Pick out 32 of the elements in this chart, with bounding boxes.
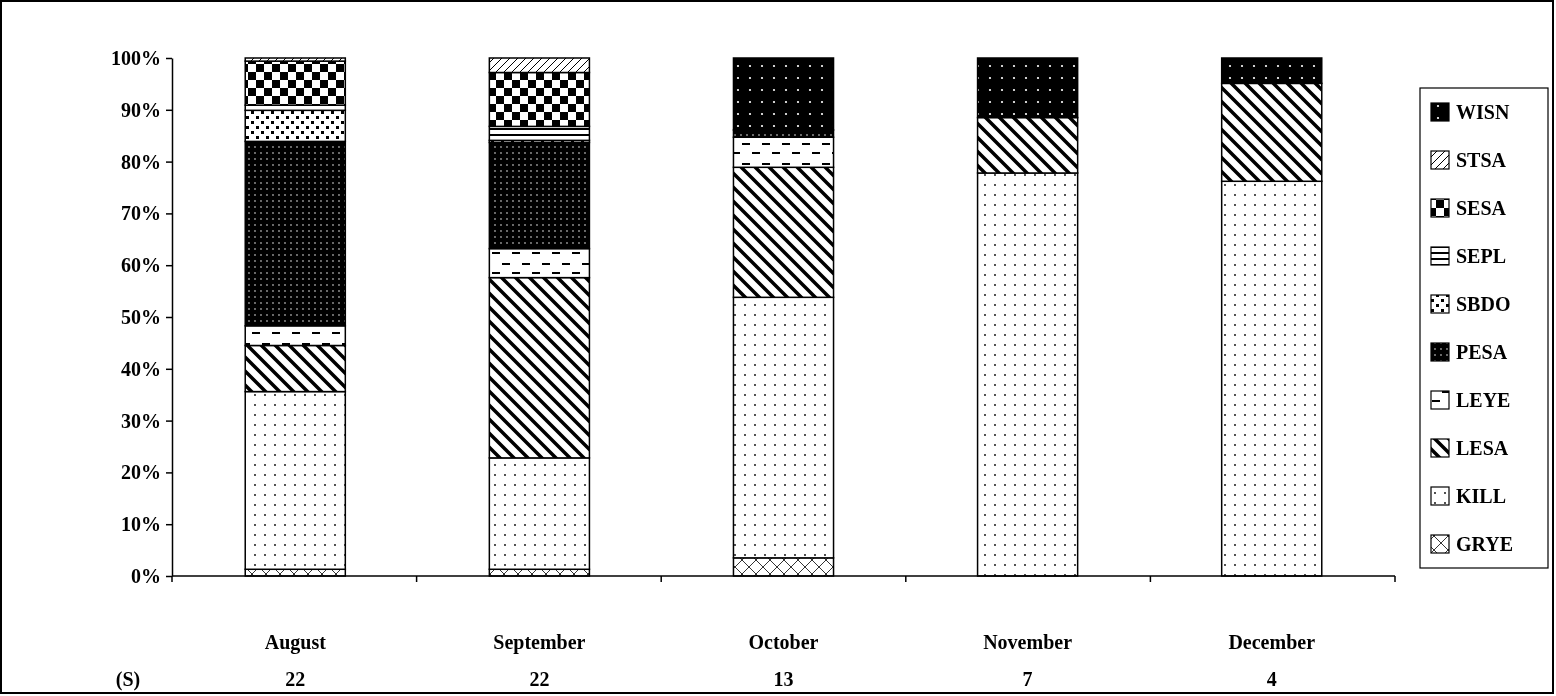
y-tick-label: 40% [121, 357, 161, 380]
legend-label: SESA [1456, 197, 1507, 219]
y-tick-label: 70% [121, 202, 161, 225]
text: 7 [1022, 668, 1033, 690]
y-tick-label: 50% [121, 305, 161, 328]
y-tick-label: 0% [131, 564, 161, 587]
x-tick-label: November [983, 631, 1073, 653]
x-tick-label: August [264, 631, 327, 654]
legend-label: GRYE [1456, 533, 1514, 555]
text: 22 [285, 668, 306, 690]
legend-label: SEPL [1456, 245, 1507, 267]
text: (S) [115, 668, 141, 691]
y-tick-label: 10% [121, 513, 161, 536]
legend-label: SBDO [1456, 293, 1511, 315]
y-tick-label: 100% [111, 46, 161, 69]
text: 13 [773, 668, 794, 690]
y-tick-label: 30% [121, 409, 161, 432]
legend-label: STSA [1456, 149, 1507, 171]
text: 22 [529, 668, 550, 690]
legend-label: LEYE [1456, 389, 1511, 411]
y-tick-label: 20% [121, 461, 161, 484]
legend-label: PESA [1456, 341, 1508, 363]
x-tick-label: September [493, 631, 586, 654]
y-tick-label: 90% [121, 98, 161, 121]
legend-label: KILL [1456, 485, 1507, 507]
x-tick-label: December [1228, 631, 1316, 653]
legend-label: WISN [1456, 101, 1510, 123]
y-tick-label: 60% [121, 254, 161, 277]
legend-label: LESA [1456, 437, 1509, 459]
y-tick-label: 80% [121, 150, 161, 173]
text: 4 [1266, 668, 1277, 690]
x-tick-label: October [748, 631, 819, 653]
